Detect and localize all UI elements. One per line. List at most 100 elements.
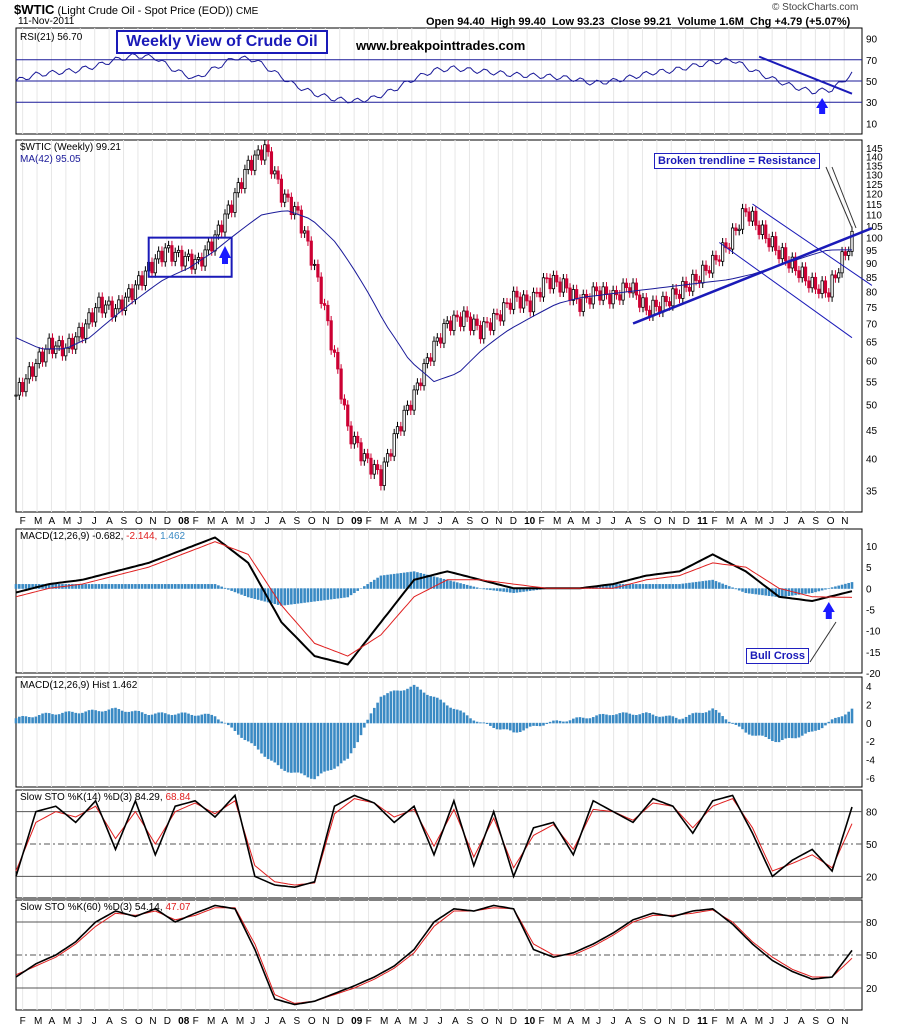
- month-tick-label: A: [279, 1016, 286, 1027]
- month-tick-label: F: [366, 516, 372, 527]
- price-candle-body: [283, 193, 287, 203]
- hist-bar: [24, 716, 28, 724]
- macd-hist-bar: [628, 584, 632, 589]
- hist-bar: [270, 722, 273, 761]
- hist-bar: [81, 712, 84, 724]
- hist-bar: [495, 722, 499, 730]
- hist-bar: [223, 722, 227, 724]
- hist-bar: [167, 714, 170, 724]
- macd-hist-bar: [250, 588, 253, 599]
- month-tick-label: M: [409, 516, 417, 527]
- macd-hist-bar: [120, 584, 124, 589]
- price-candle-body: [385, 453, 390, 463]
- macd-hist-bar: [684, 583, 688, 589]
- hist-bar: [764, 722, 768, 738]
- month-tick-label: J: [92, 516, 97, 527]
- hist-tick-label: -6: [866, 774, 875, 785]
- price-candle-body: [376, 464, 380, 471]
- price-candle-body: [770, 236, 774, 248]
- price-candle-body: [744, 208, 748, 213]
- month-tick-label: O: [827, 516, 835, 527]
- hist-bar: [727, 721, 731, 724]
- price-candle-body: [293, 206, 297, 216]
- hist-bar: [197, 715, 200, 724]
- macd-hist-bar: [648, 584, 651, 589]
- macd-hist-bar: [283, 588, 287, 606]
- month-tick-label: M: [34, 1016, 42, 1027]
- exchange: CME: [236, 6, 259, 17]
- channel-upper: [752, 203, 873, 286]
- price-candle-body: [346, 404, 350, 427]
- macd-hist-bar: [389, 574, 393, 589]
- hist-bar: [741, 722, 744, 730]
- macd-tick-label: -15: [866, 648, 881, 659]
- hist-bar: [236, 722, 240, 735]
- range-arrow-stem: [222, 258, 228, 264]
- price-candle-body: [817, 288, 821, 294]
- price-candle-body: [123, 296, 128, 311]
- hist-bar: [84, 711, 87, 724]
- price-candle-body: [734, 227, 738, 231]
- price-candle-body: [588, 297, 592, 305]
- hist-bar: [203, 713, 207, 724]
- macd-tick-label: 5: [866, 563, 872, 574]
- macd-hist-bar: [200, 584, 204, 589]
- rsi-tick-label: 70: [866, 56, 878, 67]
- hist-bar: [688, 714, 691, 724]
- hist-bar: [698, 712, 701, 724]
- month-tick-label: O: [135, 516, 143, 527]
- sto60-label: Slow STO %K(60) %D(3) 54.14, 47.07: [20, 902, 191, 913]
- price-candle-body: [455, 314, 459, 318]
- price-candle-body: [366, 453, 370, 459]
- month-tick-label: M: [726, 1016, 734, 1027]
- hist-bar: [114, 707, 117, 724]
- hist-bar: [419, 689, 423, 724]
- hist-bar: [598, 714, 602, 724]
- callout-pointer: [825, 166, 853, 229]
- hist-bar: [61, 712, 64, 724]
- price-candle-body: [47, 337, 51, 350]
- hist-bar: [588, 718, 592, 724]
- hist-bar: [303, 722, 306, 776]
- month-tick-label: A: [798, 516, 805, 527]
- price-candle-body: [21, 382, 25, 393]
- hist-bar: [266, 722, 270, 760]
- price-candle-body: [641, 297, 645, 308]
- month-tick-label: A: [452, 516, 459, 527]
- price-candle-body: [541, 277, 546, 298]
- macd-hist-bar: [810, 588, 814, 594]
- price-candle-body: [57, 340, 61, 347]
- hist-bar: [751, 722, 754, 736]
- price-candle-body: [176, 249, 181, 253]
- price-candle-body: [737, 228, 741, 231]
- hist-bar: [505, 722, 509, 730]
- hist-bar: [648, 713, 651, 724]
- callout-pointer: [809, 621, 837, 663]
- macd-hist-bar: [336, 588, 340, 599]
- price-candle-body: [54, 345, 58, 354]
- hist-bar: [180, 712, 184, 724]
- month-tick-label: 09: [351, 1016, 363, 1027]
- price-candle-body: [435, 337, 439, 342]
- macd-hist-bar: [286, 588, 290, 605]
- price-candle-body: [236, 182, 240, 194]
- month-tick-label: 09: [351, 516, 363, 527]
- price-candle-body: [246, 159, 250, 170]
- macd-hist-bar: [751, 588, 754, 594]
- price-candle-body: [402, 409, 406, 432]
- macd-hist-bar: [94, 584, 97, 589]
- price-candle-body: [518, 296, 522, 309]
- month-tick-label: S: [121, 516, 128, 527]
- hist-bar: [91, 709, 94, 724]
- price-candle-body: [289, 196, 293, 216]
- hist-bar: [376, 702, 379, 724]
- month-tick-label: A: [221, 1016, 228, 1027]
- month-tick-label: 11: [697, 516, 708, 527]
- price-candle-body: [850, 230, 854, 252]
- price-candle-body: [117, 299, 121, 310]
- macd-hist-bar: [502, 588, 505, 592]
- price-candle-body: [120, 299, 124, 311]
- hist-tick-label: 0: [866, 719, 872, 730]
- price-candle-body: [654, 299, 658, 307]
- month-tick-label: M: [553, 1016, 561, 1027]
